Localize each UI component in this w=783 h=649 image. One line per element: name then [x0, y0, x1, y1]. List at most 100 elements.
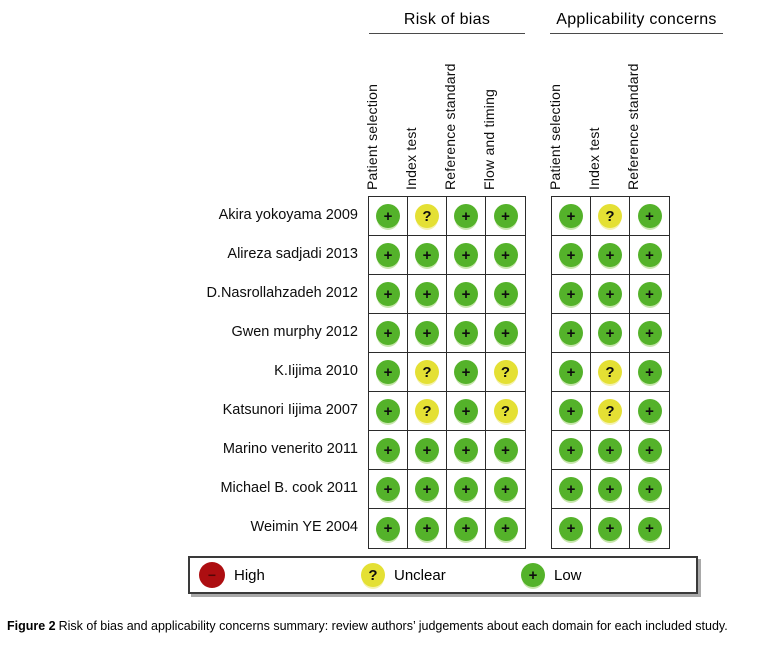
low-judgement-icon: +	[454, 399, 478, 423]
judgement-cell: +	[552, 353, 591, 392]
study-label: Michael B. cook 2011	[220, 480, 358, 496]
low-judgement-icon: +	[637, 321, 662, 345]
low-judgement-icon: +	[493, 477, 518, 501]
study-label: Katsunori Iijima 2007	[222, 402, 358, 418]
column-label-index-test: Index test	[585, 127, 602, 190]
unclear-judgement-icon: ?	[598, 204, 622, 228]
unclear-judgement-icon: ?	[415, 360, 439, 384]
low-risk-icon: +	[521, 563, 545, 587]
judgement-cell: ?	[591, 353, 630, 392]
low-judgement-icon: +	[637, 360, 662, 384]
judgement-cell: ?	[486, 353, 525, 392]
judgement-cell: +	[408, 314, 447, 353]
legend-item-unclear: ? Unclear	[361, 558, 446, 592]
low-judgement-icon: +	[493, 321, 518, 345]
legend: − High ? Unclear + Low	[188, 556, 698, 594]
low-judgement-icon: +	[376, 321, 400, 345]
low-judgement-icon: +	[493, 516, 518, 541]
low-judgement-icon: +	[598, 516, 622, 541]
figure-caption-text: Risk of bias and applicability concerns …	[58, 619, 728, 633]
low-judgement-icon: +	[598, 438, 622, 462]
unclear-judgement-icon: ?	[493, 360, 518, 384]
low-judgement-icon: +	[637, 399, 662, 423]
judgement-cell: +	[369, 314, 408, 353]
judgement-cell: ?	[591, 197, 630, 236]
judgement-cell: +	[552, 431, 591, 470]
judgement-cell: +	[630, 353, 669, 392]
judgement-cell: +	[447, 314, 486, 353]
judgement-cell: +	[486, 431, 525, 470]
judgement-cell: +	[486, 509, 525, 548]
low-judgement-icon: +	[559, 360, 583, 384]
judgement-cell: +	[447, 392, 486, 431]
judgement-cell: +	[408, 470, 447, 509]
low-judgement-icon: +	[415, 516, 439, 541]
judgement-cell: +	[486, 236, 525, 275]
low-judgement-icon: +	[415, 282, 439, 306]
high-risk-icon: −	[199, 562, 225, 588]
legend-label-low: Low	[554, 566, 582, 584]
low-judgement-icon: +	[415, 438, 439, 462]
low-judgement-icon: +	[454, 282, 478, 306]
unclear-judgement-icon: ?	[598, 360, 622, 384]
judgement-cell: +	[369, 236, 408, 275]
low-judgement-icon: +	[559, 477, 583, 501]
judgement-cell: +	[630, 197, 669, 236]
judgement-cell: +	[591, 314, 630, 353]
study-label: D.Nasrollahzadeh 2012	[206, 285, 358, 301]
judgement-cell: +	[408, 236, 447, 275]
section-title-risk-of-bias: Risk of bias	[369, 11, 525, 34]
judgement-cell: ?	[408, 353, 447, 392]
judgement-cell: +	[486, 197, 525, 236]
judgement-cell: +	[447, 509, 486, 548]
legend-label-high: High	[234, 566, 265, 584]
risk-of-bias-grid: +? + + + + + + + + + + + + + + +? +? +? +? + + + + + + + + + + + +	[368, 196, 526, 549]
low-judgement-icon: +	[637, 204, 662, 228]
low-judgement-icon: +	[637, 282, 662, 306]
judgement-cell: +	[552, 275, 591, 314]
judgement-cell: +	[369, 509, 408, 548]
judgement-cell: +	[591, 509, 630, 548]
low-judgement-icon: +	[376, 477, 400, 501]
unclear-judgement-icon: ?	[493, 399, 518, 423]
judgement-cell: +	[447, 197, 486, 236]
judgement-cell: +	[486, 470, 525, 509]
low-judgement-icon: +	[493, 243, 518, 267]
judgement-cell: +	[369, 275, 408, 314]
study-label: K.Iijima 2010	[274, 363, 358, 379]
figure-caption: Figure 2 Risk of bias and applicability c…	[7, 619, 779, 633]
low-judgement-icon: +	[376, 282, 400, 306]
judgement-cell: +	[591, 236, 630, 275]
section-title-applicability-concerns: Applicability concerns	[550, 11, 723, 34]
column-label-reference-standard: Reference standard	[441, 63, 458, 190]
low-judgement-icon: +	[454, 204, 478, 228]
applicability-concerns-grid: +? + + + + + + + + + + +? + +? + + + + + + + + + +	[551, 196, 670, 549]
low-judgement-icon: +	[559, 282, 583, 306]
study-label: Alireza sadjadi 2013	[227, 246, 358, 262]
judgement-cell: +	[369, 353, 408, 392]
judgement-cell: +	[369, 431, 408, 470]
study-label: Akira yokoyama 2009	[218, 207, 358, 223]
judgement-cell: +	[552, 314, 591, 353]
low-judgement-icon: +	[376, 399, 400, 423]
judgement-cell: +	[408, 509, 447, 548]
judgement-cell: +	[630, 470, 669, 509]
unclear-judgement-icon: ?	[415, 399, 439, 423]
judgement-cell: +	[369, 470, 408, 509]
judgement-cell: ?	[486, 392, 525, 431]
judgement-cell: +	[447, 275, 486, 314]
judgement-cell: +	[447, 431, 486, 470]
judgement-cell: +	[447, 236, 486, 275]
judgement-cell: ?	[408, 197, 447, 236]
low-judgement-icon: +	[559, 399, 583, 423]
low-judgement-icon: +	[454, 243, 478, 267]
low-judgement-icon: +	[598, 477, 622, 501]
low-judgement-icon: +	[454, 477, 478, 501]
legend-label-unclear: Unclear	[394, 566, 446, 584]
low-judgement-icon: +	[559, 516, 583, 541]
judgement-cell: +	[591, 470, 630, 509]
study-label: Weimin YE 2004	[250, 519, 358, 535]
judgement-cell: +	[630, 275, 669, 314]
judgement-cell: +	[447, 470, 486, 509]
low-judgement-icon: +	[454, 438, 478, 462]
